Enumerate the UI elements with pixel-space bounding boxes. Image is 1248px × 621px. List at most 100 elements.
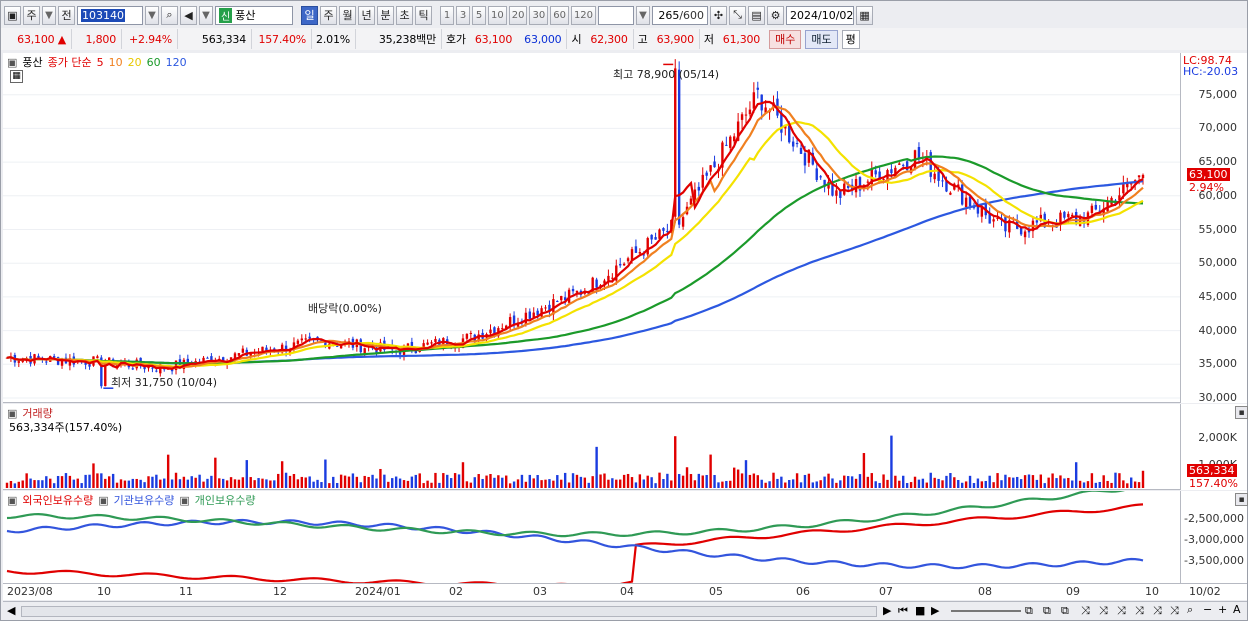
bar-count-input[interactable]: 265/600 (652, 5, 709, 25)
tool3-icon[interactable]: ⤨ (1117, 604, 1126, 617)
period-second-button[interactable]: 초 (396, 5, 413, 25)
price-panel[interactable]: ▣ 풍산 종가 단순 5 10 20 60 120 ▦ 최고 78,900 (0… (3, 53, 1180, 403)
search-icon[interactable]: ⌕ (161, 5, 178, 25)
candle-body (752, 92, 756, 109)
scrollbar-track[interactable] (21, 606, 877, 617)
new-badge: 신 (219, 7, 233, 23)
stock-name-field[interactable]: 신 풍산 (215, 5, 293, 25)
crosshair-icon[interactable]: ✣ (710, 5, 728, 25)
candle-body (654, 237, 657, 240)
holdings-panel[interactable]: ▣ 외국인보유수량 ▣ 기관보유수량 ▣ 개인보유수량 (3, 483, 1180, 589)
candle-body (835, 190, 838, 196)
volume-bar (316, 479, 319, 488)
font-icon[interactable]: A (1233, 603, 1241, 616)
volume-bar (1016, 476, 1019, 488)
gear-icon[interactable]: ⚙ (767, 5, 785, 25)
candle-body (501, 328, 504, 330)
grid-toggle-icon[interactable]: ▦ (10, 70, 23, 83)
interval-60-button[interactable]: 60 (550, 5, 569, 25)
volume-bar (941, 480, 944, 488)
layout2-icon[interactable]: ⧉ (1043, 604, 1051, 617)
save-icon[interactable]: ▤ (748, 5, 766, 25)
volume-bar (155, 474, 158, 488)
period-minute-button[interactable]: 분 (377, 5, 394, 25)
prev-button[interactable]: 전 (58, 5, 75, 25)
eval-button[interactable]: 평 (841, 29, 860, 49)
tool1-icon[interactable]: ⤨ (1081, 604, 1090, 617)
candle-body (677, 69, 681, 225)
volume-chart-svg[interactable] (3, 404, 1180, 490)
close-panel-icon[interactable]: ▪ (1235, 406, 1248, 419)
volume-bar (567, 482, 571, 488)
close-panel-icon[interactable]: ▪ (1235, 493, 1248, 506)
interval-3-button[interactable]: 3 (456, 5, 470, 25)
buy-button[interactable]: 매수 (769, 29, 802, 49)
volume-bar (717, 482, 720, 488)
candle-body (705, 172, 708, 176)
volume-bar (328, 483, 331, 488)
interval-10-button[interactable]: 10 (488, 5, 507, 25)
scroll-right-icon[interactable]: ▶ (883, 604, 892, 617)
tool4-icon[interactable]: ⤨ (1135, 604, 1144, 617)
tool5-icon[interactable]: ⤨ (1153, 604, 1162, 617)
scroll-left-icon[interactable]: ◀ (7, 604, 16, 617)
period-day-button[interactable]: 일 (301, 5, 318, 25)
volume-bar (740, 473, 744, 488)
stock-code-input[interactable]: 103140 (77, 5, 143, 25)
window-menu-button[interactable]: ▣ (4, 5, 21, 25)
date-input[interactable]: 2024/10/02 (786, 5, 855, 25)
calendar-icon[interactable]: ▦ (856, 5, 874, 25)
volume-bar (909, 482, 913, 488)
sound-icon[interactable]: ◀ (180, 5, 197, 25)
volume-bar (371, 474, 374, 488)
candle-body (265, 347, 268, 351)
volume-panel[interactable]: ▣ 거래량 563,334주(157.40%) (3, 404, 1180, 490)
plus-icon[interactable]: + (1218, 603, 1228, 616)
play-icon[interactable]: ▶ (931, 604, 940, 617)
tool-chart-icon[interactable]: ⤡ (729, 5, 747, 25)
interval-30-button[interactable]: 30 (529, 5, 549, 25)
candle-body (681, 217, 685, 227)
x-tick-label: 2024/01 (355, 585, 401, 598)
stop-icon[interactable]: ■ (915, 604, 926, 617)
candle-body (658, 229, 661, 239)
interval-1-button[interactable]: 1 (440, 5, 454, 25)
period-month-button[interactable]: 월 (339, 5, 356, 25)
interval-120-button[interactable]: 120 (570, 5, 597, 25)
first-icon[interactable]: ⏮ (898, 604, 908, 617)
volume-bar (992, 482, 995, 488)
layout3-icon[interactable]: ⧉ (1061, 604, 1069, 617)
layout1-icon[interactable]: ⧉ (1025, 604, 1033, 617)
interval-dropdown-icon[interactable]: ▼ (636, 5, 651, 25)
sound-dropdown-icon[interactable]: ▼ (199, 5, 213, 25)
volume-bar (626, 473, 630, 488)
period-main-button[interactable]: 주 (23, 5, 40, 25)
code-dropdown-icon[interactable]: ▼ (145, 5, 159, 25)
interval-5-button[interactable]: 5 (472, 5, 486, 25)
volume-bar (548, 479, 551, 488)
zoom-icon[interactable]: ⌕ (1187, 603, 1194, 616)
volume-bar (96, 473, 99, 488)
volume-bar (284, 472, 288, 488)
period-year-button[interactable]: 년 (358, 5, 375, 25)
volume-bar (481, 478, 484, 488)
volume-bar (599, 474, 602, 488)
candle-body (607, 275, 610, 281)
candle-body (917, 147, 921, 160)
sell-button[interactable]: 매도 (805, 29, 838, 49)
zoom-slider[interactable] (951, 610, 1021, 612)
tool2-icon[interactable]: ⤨ (1099, 604, 1108, 617)
minus-icon[interactable]: − (1203, 603, 1213, 616)
volume-bar (677, 474, 681, 488)
period-tick-button[interactable]: 틱 (415, 5, 432, 25)
x-axis: 2023/08 10 11 12 2024/01 02 03 04 05 06 07 08 09 10 10… (3, 583, 1247, 600)
chevron-down-icon[interactable]: ▼ (42, 5, 56, 25)
custom-interval-input[interactable] (598, 5, 635, 25)
tool6-icon[interactable]: ⤨ (1170, 604, 1179, 617)
volume-bar (359, 482, 362, 488)
interval-20-button[interactable]: 20 (508, 5, 528, 25)
candle-body (736, 121, 740, 141)
price-chart-svg[interactable] (3, 53, 1180, 403)
period-week-button[interactable]: 주 (320, 5, 337, 25)
price-tick: 30,000 (1198, 391, 1238, 404)
